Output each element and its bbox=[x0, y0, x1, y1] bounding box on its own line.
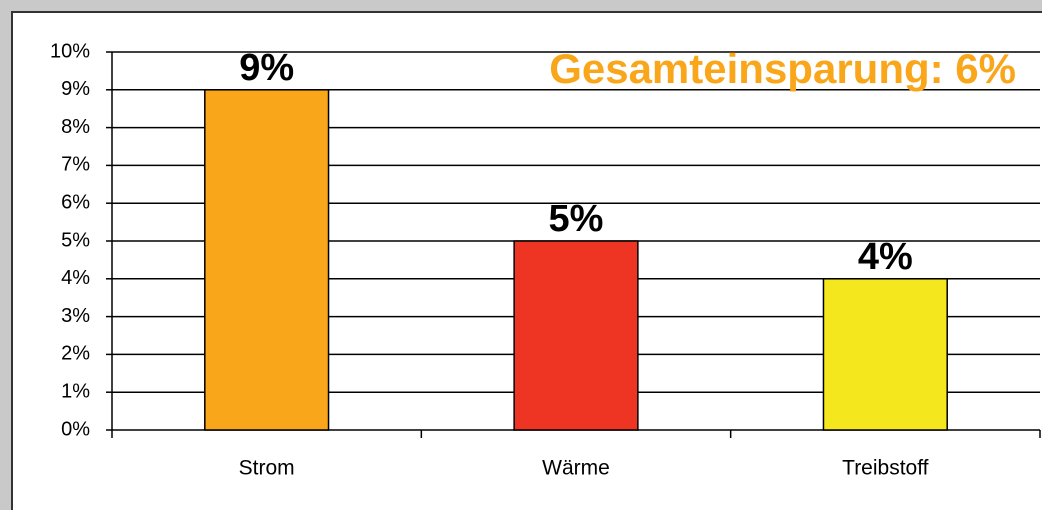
y-tick-label: 8% bbox=[61, 116, 90, 138]
x-tick-label: Wärme bbox=[542, 457, 610, 480]
y-tick-label: 6% bbox=[61, 191, 90, 213]
bar bbox=[822, 278, 948, 431]
y-tick-label: 5% bbox=[61, 229, 90, 251]
value-label: 9% bbox=[239, 47, 294, 89]
y-tick-label: 0% bbox=[61, 418, 90, 440]
value-label: 5% bbox=[549, 198, 604, 240]
bar bbox=[513, 240, 639, 431]
y-tick-label: 2% bbox=[61, 343, 90, 365]
y-tick-label: 9% bbox=[61, 78, 90, 100]
bar bbox=[204, 89, 330, 431]
y-tick-label: 7% bbox=[61, 154, 90, 176]
y-tick-label: 10% bbox=[50, 40, 90, 62]
x-tick-label: Treibstoff bbox=[842, 457, 929, 480]
y-tick-label: 1% bbox=[61, 380, 90, 402]
annotation: Gesamteinsparung: 6% bbox=[549, 45, 1016, 92]
x-tick-label: Strom bbox=[239, 457, 295, 480]
value-label: 4% bbox=[858, 236, 913, 278]
y-tick-label: 3% bbox=[61, 305, 90, 327]
y-tick-label: 4% bbox=[61, 267, 90, 289]
